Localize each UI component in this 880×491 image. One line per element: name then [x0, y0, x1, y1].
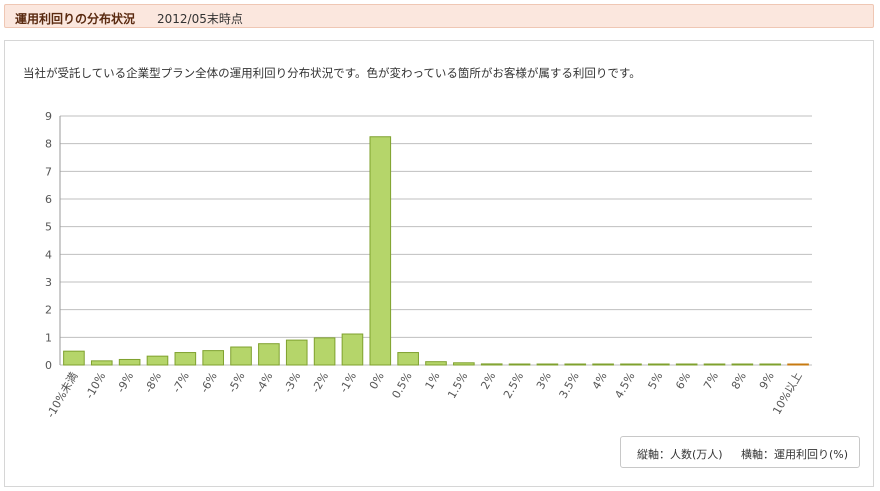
bar — [341, 333, 364, 366]
bar — [174, 352, 197, 366]
x-tick-label: -8% — [142, 370, 164, 395]
x-tick-label: -10% — [83, 370, 108, 401]
bar — [453, 362, 475, 366]
bar — [480, 363, 503, 366]
bar — [564, 363, 587, 366]
bar — [425, 361, 447, 366]
bar — [648, 363, 670, 366]
as-of-date: 2012/05末時点 — [157, 12, 243, 26]
bar — [675, 363, 698, 366]
legend-x-axis: 横軸：運用利回り(%) — [741, 448, 849, 461]
bar — [230, 346, 252, 366]
bar — [592, 363, 614, 366]
bar — [508, 363, 531, 366]
section-title: 運用利回りの分布状況 — [15, 12, 136, 26]
bar — [258, 343, 280, 366]
x-tick-label: 3.5% — [557, 370, 582, 401]
x-tick-label: -6% — [198, 370, 220, 395]
bar-highlight — [787, 363, 809, 366]
x-tick-label: 4.5% — [612, 370, 637, 401]
bar — [118, 358, 141, 366]
distribution-bar-chart: 0 1 2 3 4 5 6 7 8 9 -10%未満 -10% -9% -8% -7% -6% -5% -4% -3… — [44, 110, 812, 420]
x-tick-label: 1.5% — [445, 370, 470, 401]
y-tick-label: 7 — [45, 165, 52, 178]
legend-y-axis: 縦軸：人数(万人) — [637, 448, 723, 461]
chart-description: 当社が受託している企業型プラン全体の運用利回り分布状況です。色が変わっている箇所… — [23, 66, 641, 80]
y-tick-label: 8 — [45, 138, 52, 151]
bar — [703, 363, 726, 366]
section-header: 運用利回りの分布状況 2012/05末時点 — [4, 4, 874, 28]
bar — [369, 136, 392, 366]
x-tick-label: 7% — [701, 370, 721, 392]
bar — [731, 363, 754, 366]
x-tick-label: 0% — [367, 370, 387, 392]
bar — [202, 350, 224, 366]
x-tick-label: 4% — [590, 370, 610, 392]
y-tick-label: 9 — [45, 110, 52, 123]
bar — [90, 360, 113, 366]
x-tick-label: -9% — [114, 370, 136, 395]
y-tick-label: 5 — [45, 221, 52, 234]
bar — [536, 363, 559, 366]
x-tick-label: 3% — [534, 370, 554, 392]
x-tick-label: 2.5% — [501, 370, 526, 401]
x-tick-label: 8% — [729, 370, 749, 392]
x-tick-label: 5% — [645, 370, 665, 392]
y-tick-label: 4 — [45, 248, 52, 261]
bar — [285, 339, 308, 366]
bar — [397, 352, 419, 366]
x-tick-label: -7% — [170, 370, 192, 395]
x-tick-label: -5% — [226, 370, 248, 395]
x-tick-label: 1% — [423, 370, 443, 392]
x-tick-label: 2% — [478, 370, 498, 392]
axis-legend: 縦軸：人数(万人) 横軸：運用利回り(%) — [620, 436, 860, 468]
y-tick-label: 2 — [45, 304, 52, 317]
y-tick-label: 6 — [45, 193, 52, 206]
bar — [146, 355, 169, 366]
chart-panel: 当社が受託している企業型プラン全体の運用利回り分布状況です。色が変わっている箇所… — [4, 40, 874, 487]
x-tick-label: -10%未満 — [44, 370, 80, 420]
bar — [759, 363, 782, 366]
x-tick-label: 6% — [673, 370, 693, 392]
x-tick-label: -2% — [309, 370, 331, 395]
y-tick-label: 3 — [45, 276, 52, 289]
x-tick-label: 9% — [757, 370, 777, 392]
x-tick-label: -3% — [281, 370, 303, 395]
x-tick-label: -4% — [254, 370, 276, 395]
x-tick-label: -1% — [337, 370, 359, 395]
bar — [620, 363, 642, 366]
y-tick-label: 0 — [45, 359, 52, 372]
bar — [63, 350, 85, 366]
y-tick-label: 1 — [45, 331, 52, 344]
x-tick-label: 0.5% — [390, 370, 415, 401]
bar — [313, 337, 336, 366]
